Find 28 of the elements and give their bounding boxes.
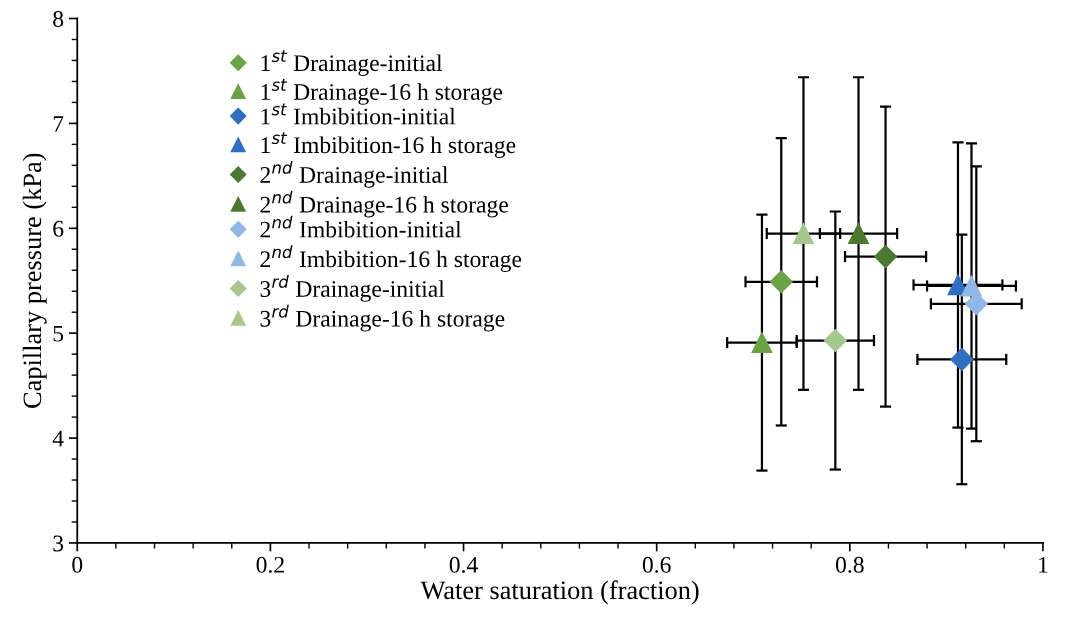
y-tick-label: 3	[53, 535, 64, 552]
x-tick-label: 0.6	[642, 556, 671, 573]
y-tick-label: 6	[53, 220, 64, 237]
x-axis-title: Water saturation (fraction)	[420, 580, 699, 605]
x-tick-label: 0.4	[449, 556, 478, 573]
y-tick-label: 5	[53, 325, 64, 342]
legend-label: 3$^{rd}$ Drainage-16 h storage	[260, 304, 505, 332]
legend-label: 1$^{st}$ Imbibition-16 h storage	[261, 132, 516, 158]
legend-label: 1$^{st}$ Drainage-initial	[261, 50, 443, 76]
point	[793, 223, 814, 244]
point	[950, 347, 974, 371]
y-tick-label: 4	[52, 430, 64, 447]
y-tick-label: 8	[53, 11, 64, 27]
y-tick-label: 7	[53, 116, 64, 132]
x-tick-label: 0.8	[835, 556, 864, 573]
x-tick-label: 0.2	[256, 556, 284, 573]
point	[769, 270, 793, 294]
y-axis-title: Capillary pressure (kPa)	[22, 153, 47, 408]
point	[823, 329, 847, 353]
x-tick-label: 1	[1039, 556, 1048, 573]
point	[874, 245, 898, 269]
point	[961, 275, 982, 297]
x-tick-label: 0	[72, 556, 83, 573]
legend-label: 3$^{rd}$ Drainage-initial	[260, 275, 445, 302]
point	[751, 332, 773, 354]
legend-label: 2$^{nd}$ Imbibition-16 h storage	[260, 245, 522, 273]
legend-label: 2$^{nd}$ Drainage-initial	[260, 161, 449, 188]
point	[848, 223, 869, 244]
